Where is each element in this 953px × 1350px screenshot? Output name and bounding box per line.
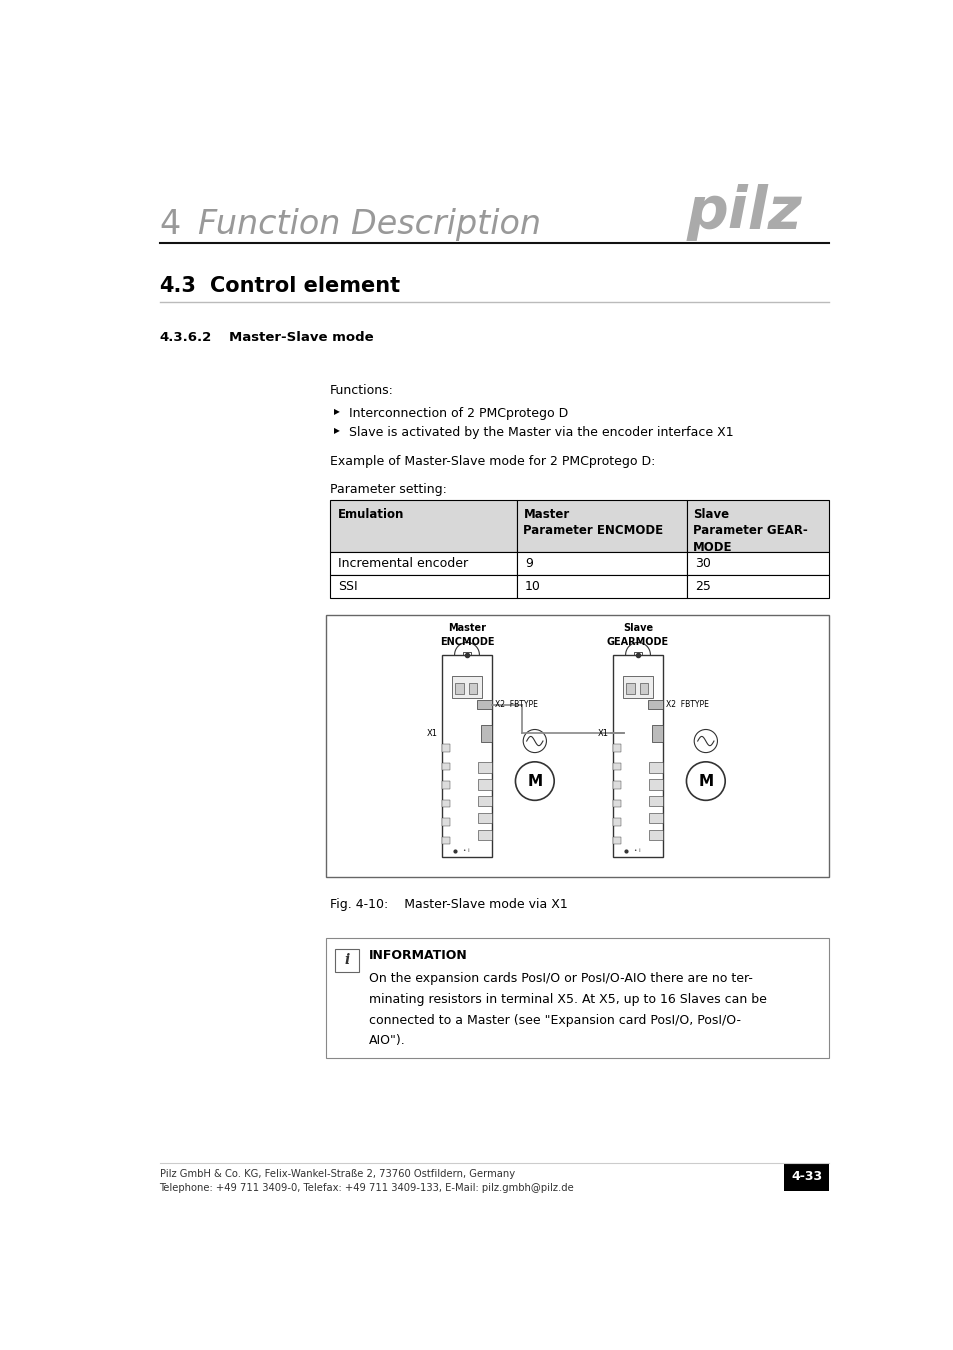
- Bar: [612, 655, 662, 857]
- Text: 25: 25: [694, 580, 710, 593]
- Text: Control element: Control element: [210, 275, 399, 296]
- Bar: [441, 744, 449, 752]
- Bar: [330, 575, 517, 598]
- Text: • i: • i: [462, 848, 469, 853]
- Bar: [326, 614, 828, 876]
- Bar: [330, 552, 517, 575]
- Text: 10: 10: [524, 580, 540, 593]
- Text: 4.3: 4.3: [159, 275, 196, 296]
- Text: SSI: SSI: [337, 580, 357, 593]
- Text: X1: X1: [598, 729, 608, 738]
- Text: M: M: [698, 774, 713, 788]
- Text: Master: Master: [448, 624, 485, 633]
- Bar: [612, 818, 620, 826]
- Text: INFORMATION: INFORMATION: [369, 949, 467, 963]
- Bar: [634, 652, 641, 659]
- Bar: [649, 795, 662, 806]
- Text: X2  FBTYPE: X2 FBTYPE: [665, 701, 708, 709]
- Bar: [686, 552, 828, 575]
- Bar: [612, 782, 620, 788]
- Bar: [477, 795, 492, 806]
- Text: Pilz GmbH & Co. KG, Felix-Wankel-Straße 2, 73760 Ostfildern, Germany: Pilz GmbH & Co. KG, Felix-Wankel-Straße …: [159, 1169, 514, 1179]
- Bar: [686, 500, 828, 552]
- Text: ▶: ▶: [334, 406, 339, 416]
- Text: Slave: Slave: [622, 624, 653, 633]
- Bar: [452, 676, 481, 698]
- Text: Example of Master-Slave mode for 2 PMCprotego D:: Example of Master-Slave mode for 2 PMCpr…: [330, 455, 655, 468]
- Text: GEARMODE: GEARMODE: [606, 637, 668, 647]
- Text: Function Description: Function Description: [198, 208, 540, 242]
- Bar: [517, 575, 686, 598]
- Bar: [517, 552, 686, 575]
- Bar: [686, 575, 828, 598]
- Bar: [612, 763, 620, 771]
- Text: Master-Slave mode: Master-Slave mode: [229, 331, 374, 344]
- Text: 4.3.6.2: 4.3.6.2: [159, 331, 212, 344]
- Text: Master
Parameter ENCMODE: Master Parameter ENCMODE: [523, 508, 663, 537]
- Text: X1: X1: [427, 729, 437, 738]
- Bar: [612, 837, 620, 844]
- Bar: [455, 683, 463, 694]
- Bar: [517, 500, 686, 552]
- Text: Fig. 4-10:    Master-Slave mode via X1: Fig. 4-10: Master-Slave mode via X1: [330, 898, 567, 911]
- Text: Slave is activated by the Master via the encoder interface X1: Slave is activated by the Master via the…: [349, 427, 733, 439]
- Bar: [441, 763, 449, 771]
- Bar: [649, 813, 662, 823]
- Bar: [441, 655, 492, 857]
- Bar: [477, 761, 492, 772]
- Text: 4: 4: [159, 208, 181, 242]
- Text: M: M: [527, 774, 542, 788]
- Bar: [649, 830, 662, 840]
- Text: 30: 30: [694, 558, 710, 570]
- Bar: [612, 744, 620, 752]
- Text: 9: 9: [524, 558, 533, 570]
- Bar: [477, 830, 492, 840]
- Text: Parameter setting:: Parameter setting:: [330, 483, 446, 495]
- Bar: [335, 949, 358, 972]
- Bar: [441, 782, 449, 788]
- Bar: [441, 799, 449, 807]
- Bar: [612, 799, 620, 807]
- Bar: [651, 725, 662, 741]
- Bar: [649, 761, 662, 772]
- Text: On the expansion cards PosI/O or PosI/O-AIO there are no ter-: On the expansion cards PosI/O or PosI/O-…: [369, 972, 752, 986]
- Bar: [330, 500, 517, 552]
- Text: ENCMODE: ENCMODE: [439, 637, 494, 647]
- Bar: [783, 1162, 828, 1191]
- Bar: [622, 676, 652, 698]
- Bar: [462, 652, 471, 659]
- Circle shape: [686, 761, 724, 801]
- Bar: [476, 701, 492, 710]
- Bar: [626, 683, 635, 694]
- Text: Incremental encoder: Incremental encoder: [337, 558, 467, 570]
- Bar: [477, 813, 492, 823]
- Text: Interconnection of 2 PMCprotego D: Interconnection of 2 PMCprotego D: [349, 406, 568, 420]
- Text: AIO").: AIO").: [369, 1034, 405, 1048]
- Text: X2  FBTYPE: X2 FBTYPE: [494, 701, 537, 709]
- Bar: [649, 779, 662, 790]
- Text: pilz: pilz: [686, 184, 802, 240]
- Text: Functions:: Functions:: [330, 383, 394, 397]
- Text: Emulation: Emulation: [337, 508, 404, 521]
- Bar: [326, 938, 828, 1057]
- Text: Telephone: +49 711 3409-0, Telefax: +49 711 3409-133, E-Mail: pilz.gmbh@pilz.de: Telephone: +49 711 3409-0, Telefax: +49 …: [159, 1183, 574, 1193]
- Bar: [639, 683, 647, 694]
- Bar: [477, 779, 492, 790]
- Bar: [441, 818, 449, 826]
- Text: connected to a Master (see "Expansion card PosI/O, PosI/O-: connected to a Master (see "Expansion ca…: [369, 1014, 740, 1026]
- Circle shape: [515, 761, 554, 801]
- Bar: [480, 725, 492, 741]
- Text: Slave
Parameter GEAR-
MODE: Slave Parameter GEAR- MODE: [693, 508, 807, 554]
- Text: • i: • i: [634, 848, 640, 853]
- Bar: [647, 701, 662, 710]
- Text: ▶: ▶: [334, 427, 339, 435]
- Text: i: i: [344, 953, 350, 968]
- Bar: [441, 837, 449, 844]
- Text: minating resistors in terminal X5. At X5, up to 16 Slaves can be: minating resistors in terminal X5. At X5…: [369, 992, 766, 1006]
- Text: 4-33: 4-33: [790, 1170, 821, 1184]
- Bar: [468, 683, 476, 694]
